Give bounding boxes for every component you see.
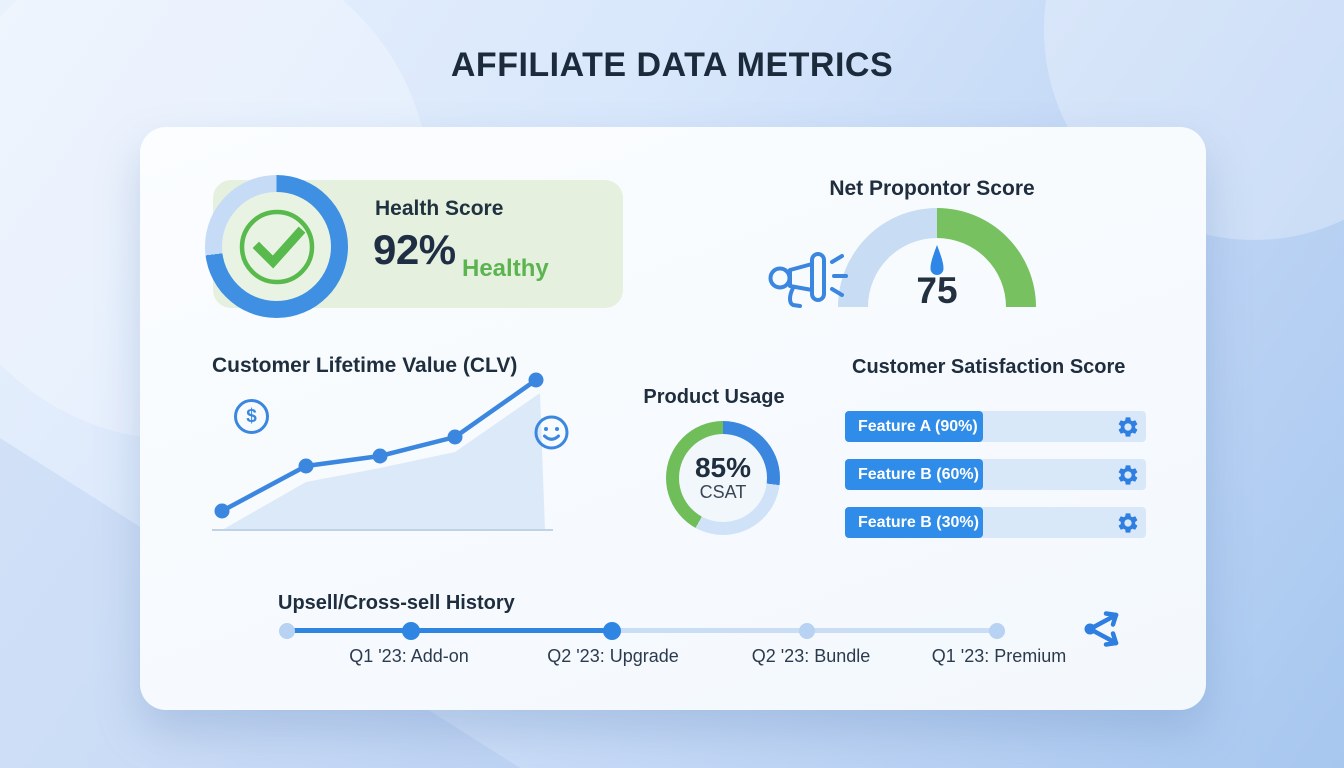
- health-score-donut: [205, 175, 348, 318]
- clv-title: Customer Lifetime Value (CLV): [212, 354, 518, 377]
- health-score-status: Healthy: [462, 255, 549, 282]
- timeline-dot-premium: [989, 623, 1005, 639]
- timeline-dot-start: [279, 623, 295, 639]
- csat-bar-fill: Feature B (30%): [845, 507, 984, 538]
- product-usage-value: 85%: [694, 451, 752, 483]
- product-usage-donut: 85% CSAT: [666, 421, 780, 535]
- product-usage-label: CSAT: [699, 482, 747, 503]
- csat-bar-fill: Feature B (60%): [845, 459, 984, 490]
- share-icon[interactable]: [1082, 602, 1134, 656]
- health-score-donut-hole: [222, 192, 331, 301]
- timeline-label-addon: Q1 '23: Add-on: [349, 646, 469, 666]
- timeline-segment-completed: [287, 628, 612, 633]
- check-circle-icon: [239, 209, 314, 284]
- dollar-symbol: $: [246, 405, 257, 427]
- dollar-icon: $: [234, 399, 269, 434]
- health-score-title: Health Score: [375, 197, 504, 220]
- nps-gauge: [838, 208, 1036, 307]
- gear-icon[interactable]: [1116, 415, 1140, 439]
- nps-value: 75: [916, 270, 958, 311]
- timeline-dot-upgrade: [603, 622, 621, 640]
- timeline-label-upgrade: Q2 '23: Upgrade: [547, 646, 679, 666]
- gauge-needle-icon: [930, 245, 944, 275]
- health-score-value: 92%: [373, 226, 456, 273]
- csat-bar-feature-b2: Feature B (30%): [845, 507, 1146, 538]
- csat-title: Customer Satisfaction Score: [852, 356, 1126, 378]
- timeline-dot-addon: [402, 622, 420, 640]
- page-title: AFFILIATE DATA METRICS: [450, 46, 894, 84]
- product-usage-donut-hole: 85% CSAT: [679, 434, 767, 522]
- clv-line-chart: [212, 372, 553, 531]
- csat-bar-fill: Feature A (90%): [845, 411, 984, 442]
- gear-icon[interactable]: [1116, 463, 1140, 487]
- timeline-label-premium: Q1 '23: Premium: [931, 646, 1067, 666]
- nps-title: Net Propontor Score: [829, 177, 1035, 200]
- gear-icon[interactable]: [1116, 511, 1140, 535]
- smiley-icon: [534, 415, 569, 450]
- csat-bar-feature-a: Feature A (90%): [845, 411, 1146, 442]
- timeline-label-bundle: Q2 '23: Bundle: [751, 646, 871, 666]
- timeline-title: Upsell/Cross-sell History: [278, 592, 515, 614]
- megaphone-icon: [768, 252, 848, 308]
- timeline-dot-bundle: [799, 623, 815, 639]
- product-usage-title: Product Usage: [643, 386, 785, 408]
- csat-bar-feature-b1: Feature B (60%): [845, 459, 1146, 490]
